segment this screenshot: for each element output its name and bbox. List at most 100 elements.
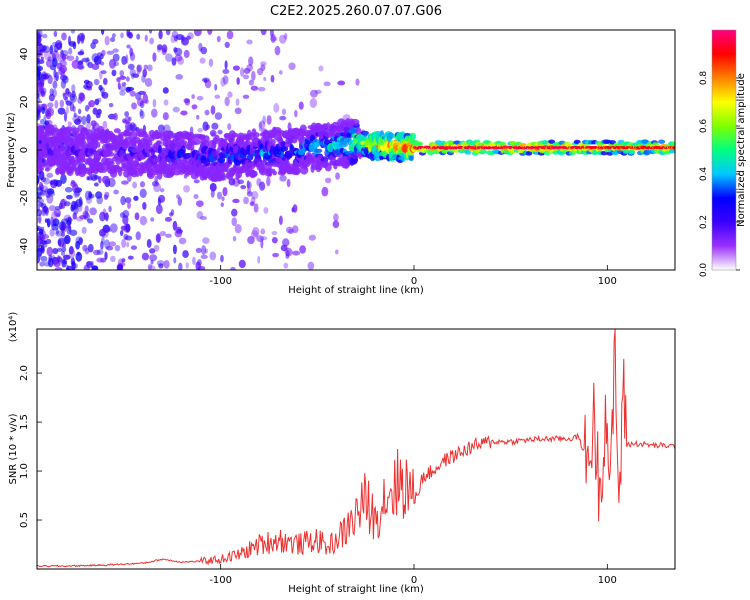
spectral-blob (93, 174, 100, 180)
spectral-blob (203, 78, 208, 84)
spectral-blob (94, 98, 100, 106)
spectral-blob (125, 76, 130, 82)
y-tick-label: -40 (19, 238, 30, 254)
spectral-blob (81, 226, 87, 234)
spectral-blob (247, 235, 255, 245)
spectral-blob (318, 65, 324, 72)
spectral-blob (120, 32, 124, 39)
spectral-blob (72, 105, 76, 113)
spectral-blob (220, 254, 224, 263)
spectral-blob (37, 217, 42, 223)
spectral-blob (56, 213, 61, 218)
spectral-blob (266, 115, 272, 125)
spectral-blob (56, 254, 61, 263)
spectral-blob (149, 248, 156, 254)
spectral-blob (525, 151, 533, 156)
y-tick-label: 1.5 (19, 414, 30, 430)
spectral-blob (37, 30, 41, 38)
spectral-blob (242, 94, 250, 99)
spectral-blob (193, 179, 200, 184)
spectral-blob (38, 72, 42, 80)
spectral-blob (55, 149, 62, 158)
spectral-blob (237, 134, 244, 144)
spectral-blob (294, 109, 298, 118)
spectral-blob (248, 181, 252, 189)
spectral-blob (139, 188, 147, 198)
spectral-blob (158, 30, 163, 40)
spectral-blob (61, 32, 67, 41)
spectral-blob (53, 69, 57, 78)
spectral-blob (75, 216, 84, 222)
spectral-blob (88, 100, 96, 108)
spectral-blob (121, 55, 127, 65)
spectral-blob (170, 208, 175, 216)
spectral-blob (258, 121, 263, 132)
spectral-blob (214, 112, 223, 120)
spectral-blob (136, 64, 141, 75)
x-tick-label: -100 (209, 276, 232, 287)
spectral-blob (256, 68, 264, 76)
spectral-blob (479, 149, 487, 154)
spectral-blob (81, 115, 87, 126)
spectral-blob (66, 225, 72, 235)
spectral-blob (37, 231, 41, 242)
spectral-blob (272, 170, 277, 176)
spectral-blob (65, 194, 73, 200)
spectral-blob (259, 166, 268, 176)
spectral-blob (216, 191, 223, 200)
spectral-blob (221, 196, 225, 202)
spectral-blob (210, 105, 216, 115)
spectral-blob (312, 141, 319, 148)
spectral-blob (112, 53, 120, 62)
spectral-blob (247, 186, 252, 195)
spectral-blob (108, 241, 117, 247)
spectral-blob (156, 44, 163, 51)
spectral-blob (47, 257, 54, 268)
spectral-blob (132, 73, 140, 78)
y-tick-label: 0 (19, 147, 30, 153)
spectral-blob (39, 189, 48, 195)
spectral-blob (93, 249, 101, 256)
spectral-blob (175, 34, 184, 41)
spectral-blob (37, 255, 41, 264)
spectral-blob (246, 63, 254, 72)
spectral-blob (151, 108, 158, 118)
spectral-blob (152, 157, 158, 164)
spectral-blob (243, 196, 249, 205)
spectral-blob (246, 180, 250, 189)
snr-x-label: Height of straight line (km) (288, 584, 424, 595)
spectral-blob (227, 123, 232, 131)
spectral-blob (248, 79, 254, 86)
spectral-blob (163, 259, 170, 269)
spectral-blob (274, 45, 281, 56)
spectral-blob (242, 74, 250, 80)
spectral-blob (249, 201, 255, 207)
spectral-blob (252, 132, 260, 138)
spectral-blob (52, 156, 59, 161)
spectral-blob (77, 51, 85, 56)
spectral-blob (135, 231, 141, 241)
spectral-blob (226, 30, 234, 40)
spectral-blob (138, 90, 146, 95)
spectral-blob (210, 189, 215, 198)
spectral-blob (167, 130, 172, 140)
spectral-blob (51, 41, 59, 48)
spectral-blob (232, 235, 237, 242)
y-tick-label: -20 (19, 190, 30, 206)
spectral-blob (38, 198, 45, 204)
spectral-blob (196, 211, 204, 220)
spectral-blob (170, 34, 176, 44)
spectral-blob (53, 261, 61, 268)
spectral-blob (122, 209, 130, 218)
spectral-blob (278, 215, 283, 225)
spectral-blob (228, 177, 236, 186)
spectral-blob (144, 77, 153, 88)
spectral-blob (149, 254, 158, 262)
spectral-blob (259, 236, 268, 241)
spectral-blob (71, 59, 80, 69)
spectral-blob (66, 265, 74, 270)
snr-frame (36, 328, 676, 570)
y-tick-label: 40 (19, 48, 30, 61)
spectral-blob (93, 78, 100, 86)
